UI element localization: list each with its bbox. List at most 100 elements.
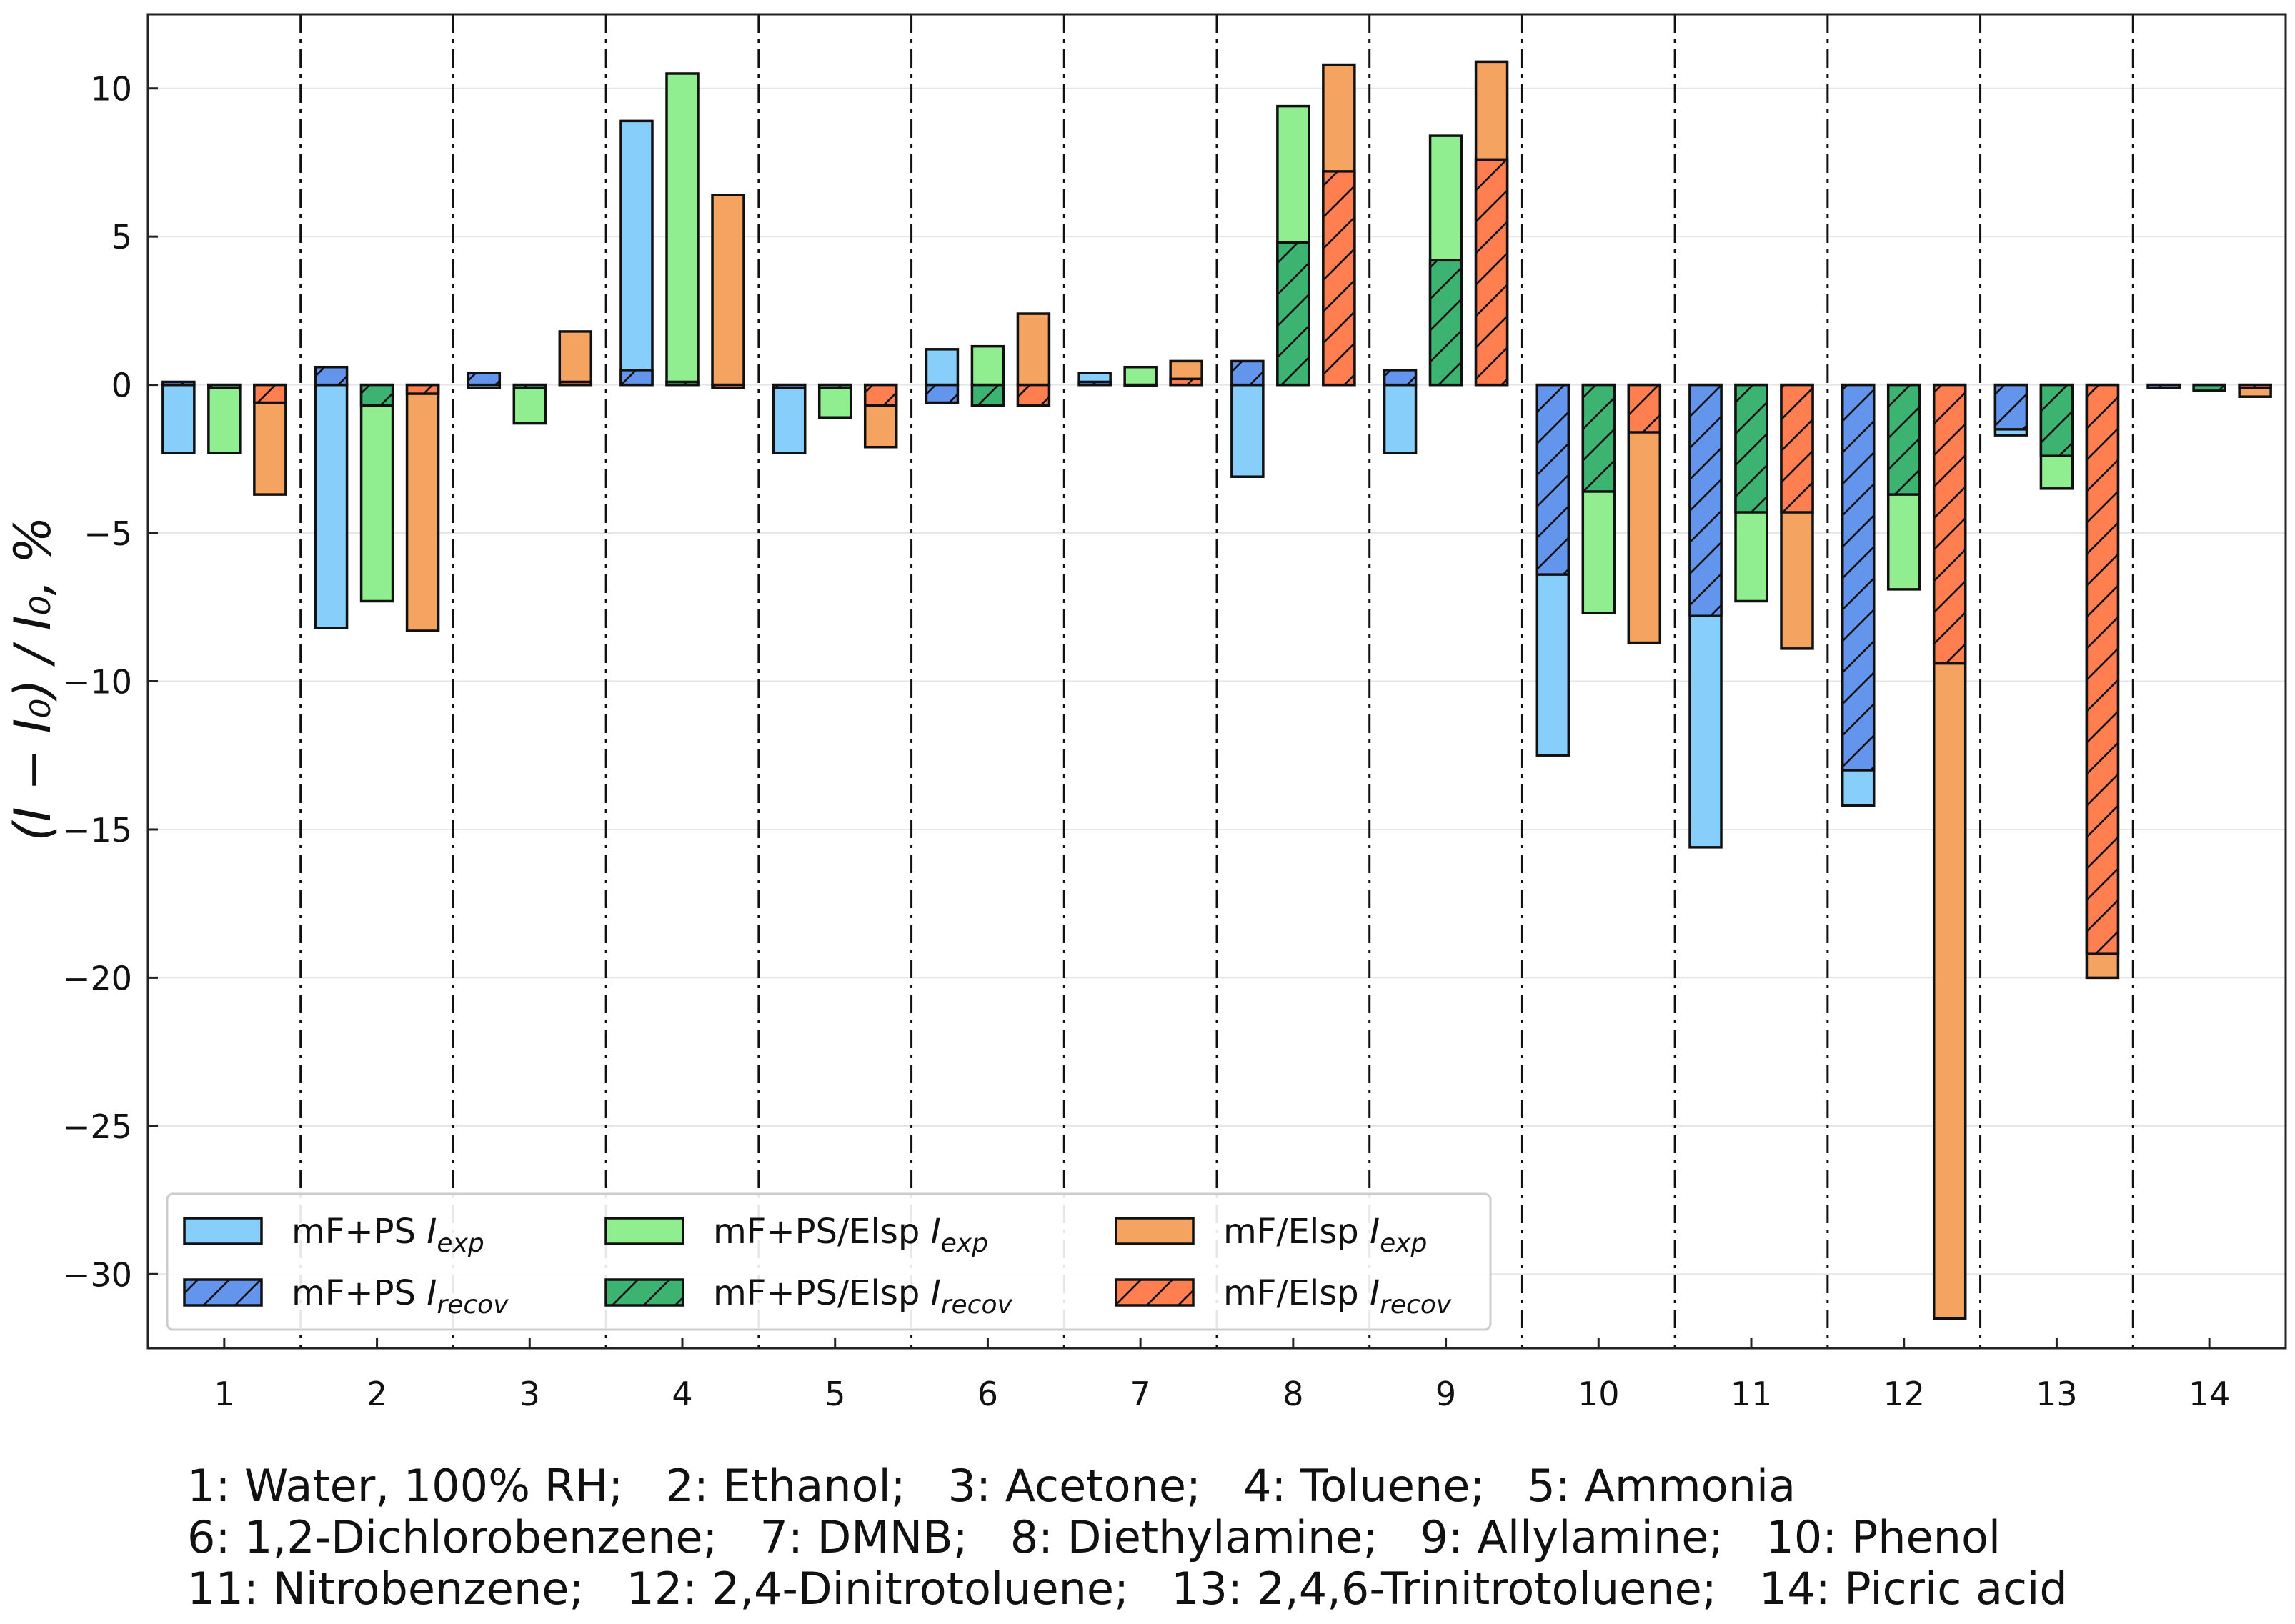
bar-ps_exp-5 (772, 383, 807, 454)
x-tick-label: 7 (1130, 1375, 1151, 1413)
bar-mf_exp-6 (1016, 312, 1051, 387)
bar-hatch-elsp_recov-11 (1736, 384, 1767, 513)
x-tick-label: 10 (1578, 1375, 1620, 1413)
x-axis: 1 2 3 4 5 6 7 8 9 10 11 12 13 14 (214, 1338, 2230, 1413)
bar-ps_exp-2 (314, 383, 349, 629)
bar-hatch-elsp_recov-12 (1888, 384, 1920, 495)
bar-hatch-ps_recov-9 (1384, 369, 1416, 385)
legend: mF+PS Iexp mF+PS/Elsp Iexp mF/Elsp Iexp mF+… (166, 1192, 1492, 1331)
bar-hatch-mf_recov-5 (865, 384, 897, 406)
bar-hatch-ps_recov-3 (468, 373, 500, 385)
bar-hatch-ps_recov-8 (1231, 361, 1263, 385)
bar-hatch-elsp_recov-9 (1430, 260, 1462, 385)
bar-hatch-mf_recov-2 (407, 384, 439, 394)
bar-ps_exp-1 (161, 383, 196, 454)
bar-mf_exp-4 (711, 194, 745, 387)
bar-elsp_exp-7 (1123, 365, 1158, 387)
bar-hatch-ps_recov-10 (1537, 384, 1569, 575)
legend-swatch-hatch-ps_recov (184, 1280, 262, 1305)
bar-hatch-mf_recov-14 (2239, 384, 2271, 388)
x-tick-label: 1 (214, 1375, 234, 1413)
bar-hatch-mf_recov-8 (1323, 171, 1355, 385)
bar-hatch-ps_recov-6 (926, 384, 958, 403)
bar-hatch-mf_recov-11 (1781, 384, 1813, 513)
bar-hatch-ps_recov-13 (1995, 384, 2027, 429)
bar-hatch-elsp_recov-13 (2041, 384, 2073, 457)
bar-hatch-mf_recov-6 (1017, 384, 1050, 406)
bar-hatch-ps_recov-5 (773, 384, 805, 388)
bar-hatch-mf_recov-10 (1628, 384, 1661, 432)
bar-hatch-mf_recov-13 (2086, 384, 2119, 955)
y-tick-label: 5 (111, 218, 132, 256)
bars (161, 60, 2272, 1320)
x-tick-label: 6 (977, 1375, 998, 1413)
y-tick-label: −15 (63, 811, 132, 850)
bar-hatch-mf_recov-1 (254, 384, 286, 403)
legend-swatch-mf_exp (1115, 1217, 1195, 1245)
bar-ps_exp-4 (619, 119, 654, 387)
legend-label-elsp_exp: mF+PS/Elsp Iexp (713, 1212, 988, 1258)
x-tick-label: 8 (1283, 1375, 1303, 1413)
bar-hatch-ps_recov-12 (1842, 384, 1874, 770)
legend-label-ps_recov: mF+PS Irecov (292, 1273, 509, 1320)
y-axis: 10 5 0 −5 −10 −15 −20 −25 −30 (63, 70, 158, 1294)
bar-elsp_exp-4 (665, 72, 700, 387)
bar-hatch-mf_recov-12 (1933, 384, 1966, 664)
x-tick-label: 14 (2189, 1375, 2231, 1413)
legend-swatch-elsp_exp (604, 1217, 684, 1245)
x-tick-label: 11 (1731, 1375, 1773, 1413)
bar-hatch-mf_recov-3 (559, 382, 592, 385)
legend-swatch-ps_exp (183, 1217, 263, 1245)
bar-elsp_exp-5 (817, 383, 852, 419)
bar-elsp_exp-2 (359, 383, 394, 603)
analyte-legend-line-2: 6: 1,2-Dichlorobenzene; 7: DMNB; 8: Diet… (187, 1511, 2001, 1563)
bar-hatch-elsp_recov-2 (361, 384, 393, 406)
y-tick-label: 0 (111, 367, 132, 405)
x-tick-label: 13 (2036, 1375, 2078, 1413)
y-axis-label: (I − I₀) / I₀, % (4, 517, 62, 842)
legend-label-mf_recov: mF/Elsp Irecov (1223, 1273, 1452, 1320)
y-tick-label: −25 (63, 1107, 132, 1146)
bar-mf_exp-3 (558, 330, 593, 387)
bar-hatch-ps_recov-2 (315, 367, 347, 385)
bar-hatch-ps_recov-11 (1690, 384, 1721, 617)
bar-hatch-mf_recov-4 (712, 384, 744, 388)
legend-swatch-hatch-elsp_recov (606, 1280, 683, 1305)
bar-ps_exp-8 (1230, 383, 1265, 478)
bar-hatch-elsp_recov-7 (1125, 384, 1157, 387)
bar-hatch-ps_recov-4 (621, 369, 652, 385)
bar-hatch-mf_recov-7 (1170, 379, 1203, 385)
bar-hatch-ps_recov-14 (2148, 384, 2180, 388)
x-tick-label: 5 (825, 1375, 845, 1413)
x-tick-label: 3 (519, 1375, 540, 1413)
bar-elsp_exp-3 (512, 383, 547, 425)
bar-hatch-elsp_recov-3 (514, 384, 546, 388)
y-tick-label: −20 (63, 959, 132, 997)
bar-hatch-ps_recov-7 (1079, 382, 1111, 385)
bar-ps_exp-6 (925, 348, 960, 387)
bar-hatch-elsp_recov-10 (1583, 384, 1615, 492)
bar-hatch-elsp_recov-14 (2194, 384, 2226, 391)
analyte-legend-line-1: 1: Water, 100% RH; 2: Ethanol; 3: Aceton… (187, 1460, 1796, 1512)
bar-hatch-elsp_recov-8 (1277, 242, 1309, 385)
category-separators (299, 14, 2134, 1348)
x-tick-label: 4 (672, 1375, 692, 1413)
legend-label-ps_exp: mF+PS Iexp (292, 1212, 484, 1258)
legend-label-mf_exp: mF/Elsp Iexp (1223, 1212, 1427, 1258)
bar-hatch-elsp_recov-4 (667, 382, 698, 385)
x-tick-label: 12 (1883, 1375, 1925, 1413)
y-tick-label: −30 (63, 1255, 132, 1294)
y-tick-label: −10 (63, 663, 132, 702)
bar-hatch-mf_recov-9 (1475, 159, 1508, 385)
bar-hatch-ps_recov-1 (162, 382, 194, 385)
legend-label-elsp_recov: mF+PS/Elsp Irecov (713, 1273, 1013, 1320)
bar-elsp_exp-1 (207, 383, 242, 454)
legend-swatch-hatch-mf_recov (1116, 1280, 1193, 1305)
bar-mf_exp-2 (405, 383, 440, 632)
x-tick-label: 9 (1435, 1375, 1456, 1413)
y-tick-label: 10 (90, 70, 132, 109)
bar-hatch-elsp_recov-6 (972, 384, 1004, 406)
bar-ps_exp-9 (1383, 383, 1418, 454)
bar-hatch-elsp_recov-5 (819, 384, 851, 388)
